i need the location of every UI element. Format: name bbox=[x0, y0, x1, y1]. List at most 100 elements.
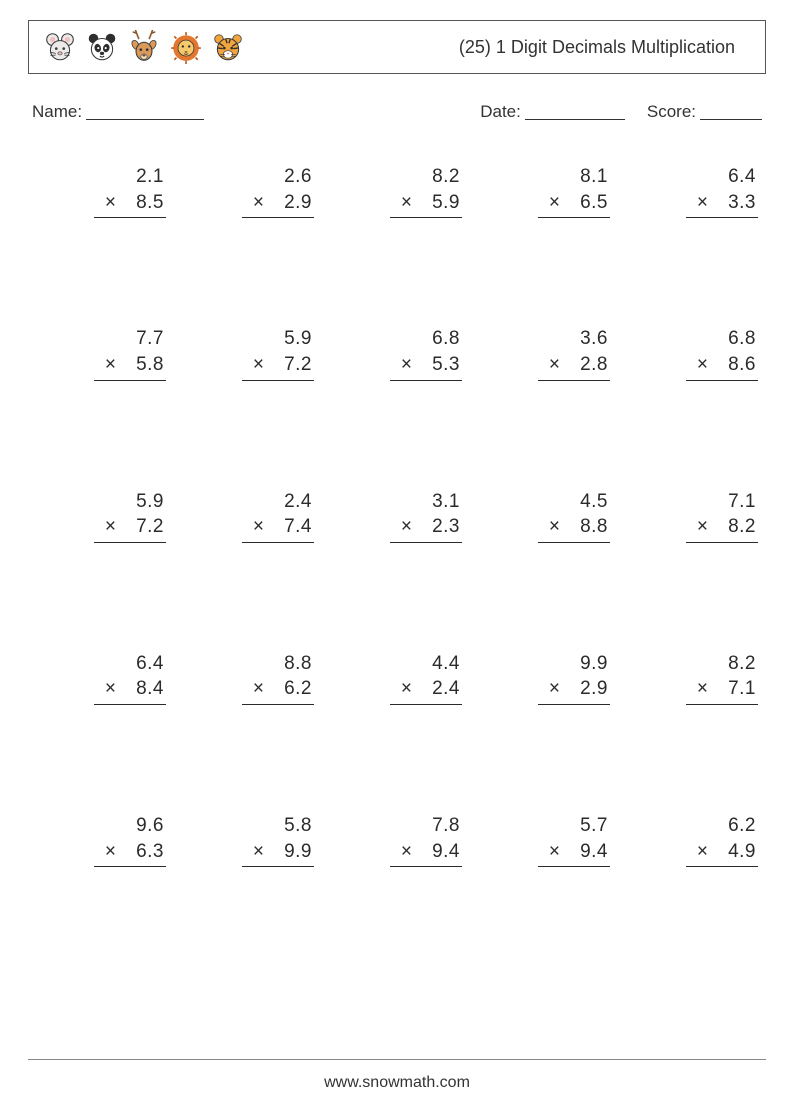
problem: 6.4 × 3.3 bbox=[628, 164, 758, 218]
multiplicand: 6.8 bbox=[426, 326, 460, 352]
operator: × bbox=[401, 190, 412, 216]
answer-rule bbox=[242, 704, 314, 705]
problem: 9.9×2.9 bbox=[480, 651, 610, 705]
problem-stack: 5.7×9.4 bbox=[538, 813, 610, 867]
multiplicand: 7.1 bbox=[722, 489, 756, 515]
problem-stack: 9.9×2.9 bbox=[538, 651, 610, 705]
answer-rule bbox=[538, 542, 610, 543]
operator: × bbox=[697, 514, 708, 540]
problems-grid: 2.1×8.52.6×2.98.2×5.98.1×6.56.4×3.37.7×5… bbox=[28, 132, 766, 867]
problem-stack: 8.1×6.5 bbox=[538, 164, 610, 218]
answer-rule bbox=[390, 866, 462, 867]
multiplier: 6.3 bbox=[130, 839, 164, 865]
problem: 4.5×8.8 bbox=[480, 489, 610, 543]
problem: 8.8×6.2 bbox=[184, 651, 314, 705]
worksheet-page: (25) 1 Digit Decimals Multiplication Nam… bbox=[0, 0, 794, 1112]
multiplier: 7.2 bbox=[278, 352, 312, 378]
multiplier: 2.9 bbox=[278, 190, 312, 216]
problem-stack: 8.8×6.2 bbox=[242, 651, 314, 705]
problem-stack: 7.8×9.4 bbox=[390, 813, 462, 867]
problem-stack: 3.6×2.8 bbox=[538, 326, 610, 380]
multiplicand: 8.8 bbox=[278, 651, 312, 677]
multiplier: 2.3 bbox=[426, 514, 460, 540]
operator: × bbox=[549, 514, 560, 540]
problem: 2.1 × 8.5 bbox=[36, 164, 166, 218]
problem-stack: 3.1 × 2.3 bbox=[390, 489, 462, 543]
multiplier: 8.8 bbox=[574, 514, 608, 540]
operator: × bbox=[105, 839, 116, 865]
mouse-icon bbox=[43, 30, 77, 64]
date-blank[interactable] bbox=[525, 102, 625, 120]
operator: × bbox=[549, 676, 560, 702]
operator: × bbox=[253, 352, 264, 378]
problem-stack: 7.1 × 8.2 bbox=[686, 489, 758, 543]
operator: × bbox=[401, 514, 412, 540]
multiplier: 8.5 bbox=[130, 190, 164, 216]
multiplicand: 6.4 bbox=[722, 164, 756, 190]
problem: 8.2×7.1 bbox=[628, 651, 758, 705]
multiplicand: 3.1 bbox=[426, 489, 460, 515]
operator: × bbox=[253, 190, 264, 216]
multiplier: 5.3 bbox=[426, 352, 460, 378]
multiplier: 3.3 bbox=[722, 190, 756, 216]
problem-stack: 6.8 × 8.6 bbox=[686, 326, 758, 380]
multiplier: 5.9 bbox=[426, 190, 460, 216]
operator: × bbox=[697, 352, 708, 378]
multiplicand: 2.4 bbox=[278, 489, 312, 515]
date-label: Date: bbox=[480, 102, 521, 122]
answer-rule bbox=[686, 704, 758, 705]
multiplier: 9.9 bbox=[278, 839, 312, 865]
deer-icon bbox=[127, 30, 161, 64]
multiplier: 2.4 bbox=[426, 676, 460, 702]
answer-rule bbox=[242, 217, 314, 218]
operator: × bbox=[401, 352, 412, 378]
problem: 9.6×6.3 bbox=[36, 813, 166, 867]
score-label: Score: bbox=[647, 102, 696, 122]
operator: × bbox=[697, 190, 708, 216]
score-blank[interactable] bbox=[700, 102, 762, 120]
answer-rule bbox=[686, 217, 758, 218]
answer-rule bbox=[686, 380, 758, 381]
problem: 5.9×7.2 bbox=[36, 489, 166, 543]
operator: × bbox=[253, 514, 264, 540]
answer-rule bbox=[390, 704, 462, 705]
multiplier: 8.2 bbox=[722, 514, 756, 540]
answer-rule bbox=[94, 542, 166, 543]
problem: 3.6×2.8 bbox=[480, 326, 610, 380]
problem: 3.1 × 2.3 bbox=[332, 489, 462, 543]
problem: 8.2×5.9 bbox=[332, 164, 462, 218]
multiplicand: 6.8 bbox=[722, 326, 756, 352]
multiplier: 8.6 bbox=[722, 352, 756, 378]
multiplier: 4.9 bbox=[722, 839, 756, 865]
operator: × bbox=[697, 839, 708, 865]
footer: www.snowmath.com bbox=[28, 1047, 766, 1092]
footer-text: www.snowmath.com bbox=[324, 1074, 470, 1091]
multiplier: 8.4 bbox=[130, 676, 164, 702]
header-icons bbox=[43, 30, 245, 64]
multiplier: 2.9 bbox=[574, 676, 608, 702]
problem-stack: 5.9×7.2 bbox=[242, 326, 314, 380]
multiplicand: 2.1 bbox=[130, 164, 164, 190]
problem-stack: 9.6×6.3 bbox=[94, 813, 166, 867]
operator: × bbox=[105, 514, 116, 540]
answer-rule bbox=[686, 866, 758, 867]
multiplicand: 7.7 bbox=[130, 326, 164, 352]
problem-stack: 4.5×8.8 bbox=[538, 489, 610, 543]
name-blank[interactable] bbox=[86, 102, 204, 120]
answer-rule bbox=[94, 866, 166, 867]
answer-rule bbox=[242, 380, 314, 381]
multiplier: 7.1 bbox=[722, 676, 756, 702]
operator: × bbox=[253, 676, 264, 702]
problem: 5.9×7.2 bbox=[184, 326, 314, 380]
operator: × bbox=[105, 190, 116, 216]
lion-icon bbox=[169, 30, 203, 64]
operator: × bbox=[105, 676, 116, 702]
multiplicand: 7.8 bbox=[426, 813, 460, 839]
multiplier: 9.4 bbox=[574, 839, 608, 865]
problem-stack: 2.4×7.4 bbox=[242, 489, 314, 543]
operator: × bbox=[105, 352, 116, 378]
multiplier: 9.4 bbox=[426, 839, 460, 865]
problem-stack: 6.2×4.9 bbox=[686, 813, 758, 867]
problem: 6.8 × 5.3 bbox=[332, 326, 462, 380]
answer-rule bbox=[94, 217, 166, 218]
